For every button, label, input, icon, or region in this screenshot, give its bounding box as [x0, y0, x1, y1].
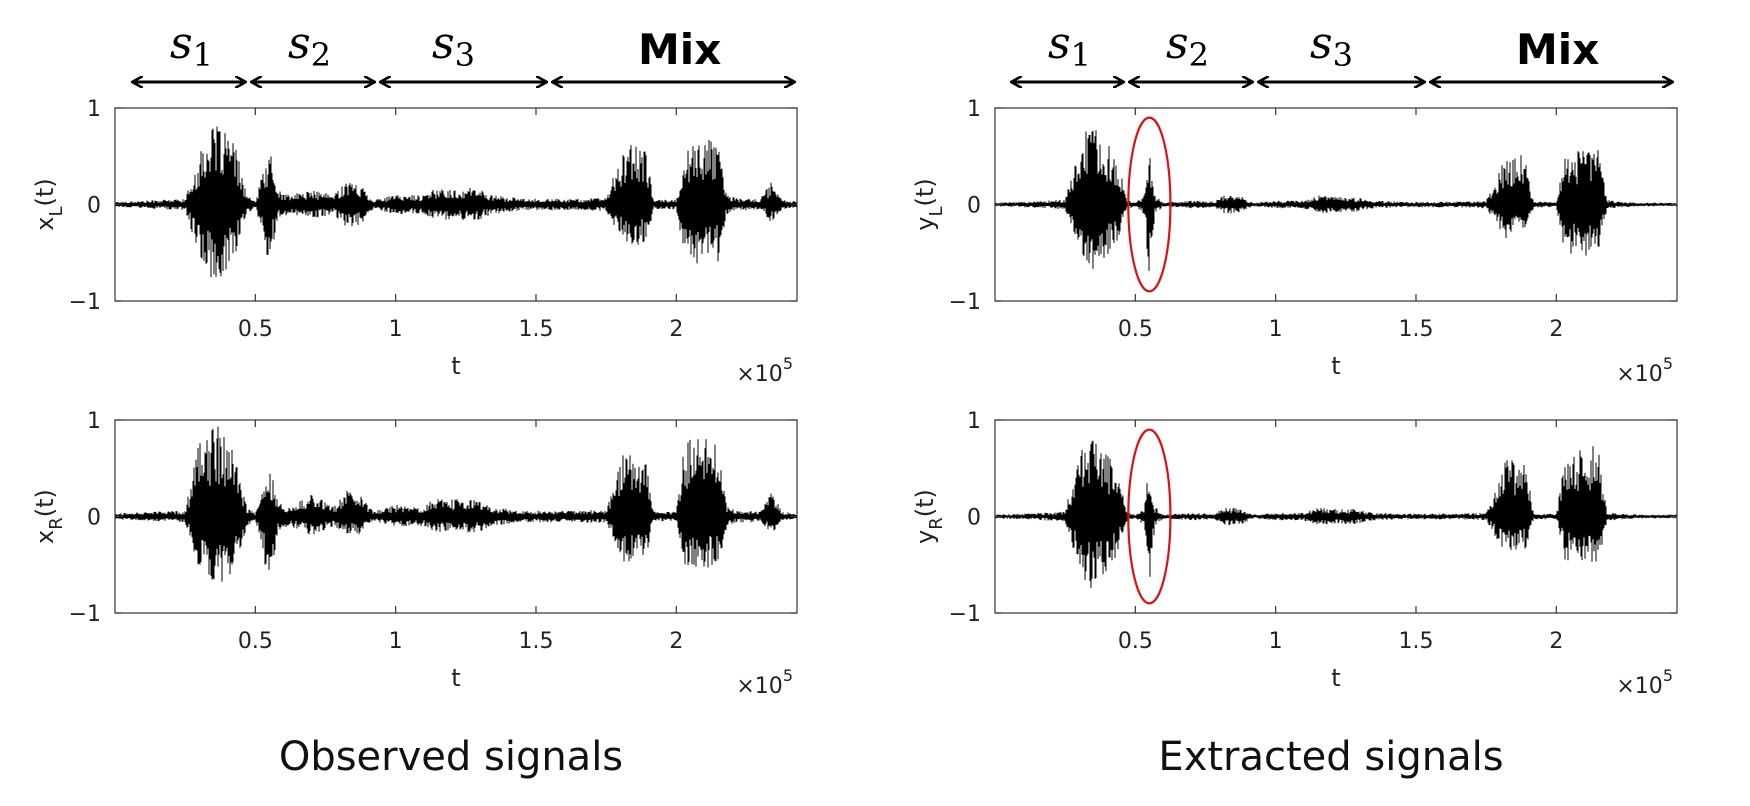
x-tick-label: 1.5 [1398, 317, 1433, 342]
segment-s1-label: s1 [170, 18, 213, 74]
y-tick-label: 1 [967, 97, 981, 122]
y-tick-label: 1 [87, 97, 101, 122]
y-axis-label: xL(t) [31, 178, 67, 230]
x-tick-label: 1 [389, 317, 403, 342]
x-tick-label: 1.5 [518, 317, 553, 342]
highlight-ellipse [1127, 428, 1172, 605]
panel-1: 1 0 −1 0.5 1 1.5 2 t ×105 xL(t) [31, 97, 798, 387]
segment-s3-label: s3 [432, 18, 475, 74]
x-axis-label: t [1331, 664, 1340, 692]
x-axis-exponent: ×105 [736, 354, 793, 387]
y-tick-label: 0 [967, 506, 981, 531]
x-tick-label: 2 [1549, 317, 1563, 342]
y-tick-label: 1 [967, 409, 981, 434]
caption-observed: Observed signals [279, 734, 623, 780]
y-tick-label: 0 [967, 194, 981, 219]
waveform-series [114, 426, 798, 582]
segment-s1-label: s1 [1048, 18, 1091, 74]
panels: 1 0 −1 0.5 1 1.5 2 t ×105 xL(t) 1 0 −1 0.5 1 1.5 2 t ×105 x… [31, 97, 1678, 699]
x-tick-label: 0.5 [1118, 317, 1153, 342]
segment-header-left: s1 s2 s3 Mix [133, 18, 794, 82]
y-tick-label: −1 [69, 602, 101, 627]
y-tick-label: −1 [949, 290, 981, 315]
x-tick-label: 2 [1549, 629, 1563, 654]
y-axis-label: xR(t) [31, 489, 67, 544]
segment-header-right: s1 s2 s3 Mix [1012, 18, 1672, 82]
y-axis-label: yL(t) [911, 178, 947, 230]
y-tick-label: 0 [87, 194, 101, 219]
segment-mix-label: Mix [638, 25, 721, 74]
x-axis-exponent: ×105 [736, 666, 793, 699]
panel-4: 1 0 −1 0.5 1 1.5 2 t ×105 yR(t) [911, 409, 1678, 699]
y-axis-label: yR(t) [911, 489, 947, 544]
x-tick-label: 0.5 [1118, 629, 1153, 654]
x-tick-label: 1 [1269, 317, 1283, 342]
x-tick-label: 0.5 [238, 317, 273, 342]
highlight-ellipse [1127, 116, 1172, 293]
x-tick-label: 0.5 [238, 629, 273, 654]
waveform-series [994, 440, 1678, 588]
segment-s3-label: s3 [1310, 18, 1353, 74]
x-tick-label: 1.5 [1398, 629, 1433, 654]
x-tick-label: 2 [669, 629, 683, 654]
waveform-series [114, 126, 798, 278]
x-axis-exponent: ×105 [1616, 354, 1673, 387]
x-axis-exponent: ×105 [1616, 666, 1673, 699]
x-tick-label: 1 [389, 629, 403, 654]
segment-mix-label: Mix [1516, 25, 1599, 74]
y-tick-label: 0 [87, 506, 101, 531]
waveform-series [994, 130, 1678, 271]
segment-s2-label: s2 [1166, 18, 1209, 74]
x-axis-label: t [451, 352, 460, 380]
caption-extracted: Extracted signals [1158, 734, 1503, 780]
y-tick-label: 1 [87, 409, 101, 434]
panel-2: 1 0 −1 0.5 1 1.5 2 t ×105 xR(t) [31, 409, 798, 699]
x-axis-label: t [1331, 352, 1340, 380]
x-tick-label: 2 [669, 317, 683, 342]
y-tick-label: −1 [949, 602, 981, 627]
x-tick-label: 1 [1269, 629, 1283, 654]
segment-s2-label: s2 [288, 18, 331, 74]
x-tick-label: 1.5 [518, 629, 553, 654]
panel-3: 1 0 −1 0.5 1 1.5 2 t ×105 yL(t) [911, 97, 1678, 387]
x-axis-label: t [451, 664, 460, 692]
y-tick-label: −1 [69, 290, 101, 315]
